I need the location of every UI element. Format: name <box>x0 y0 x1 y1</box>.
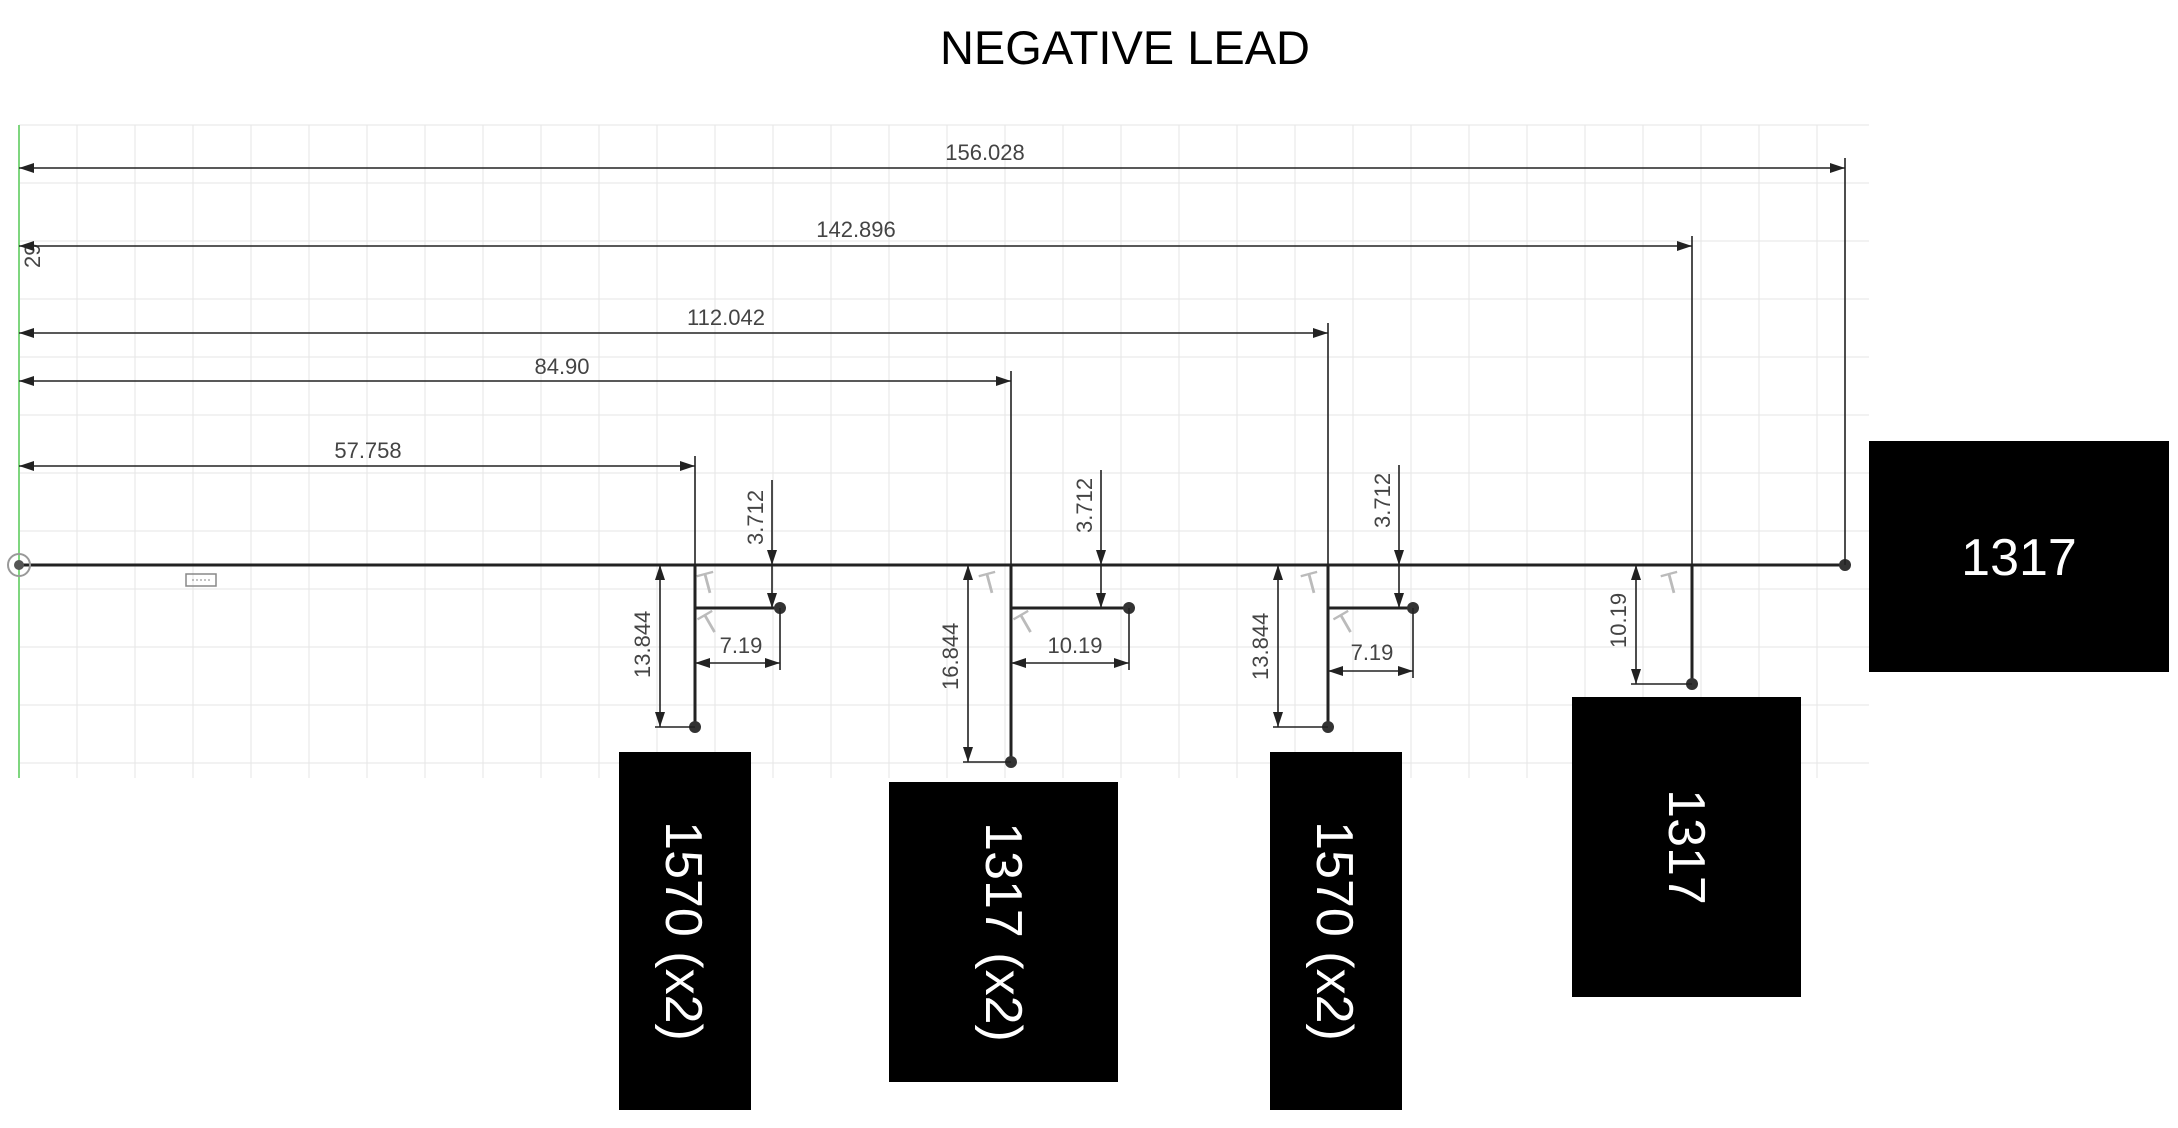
component-box-1317-end <box>1869 441 2169 672</box>
sketch-icon <box>185 573 217 587</box>
svg-text:T: T <box>976 565 1002 602</box>
origin-point <box>14 560 24 570</box>
dim-text-57: 57.758 <box>334 438 401 463</box>
dim-text-1019-a: 10.19 <box>1047 633 1102 658</box>
dim-text-719-a: 7.19 <box>720 633 763 658</box>
dim-text-156: 156.028 <box>945 140 1025 165</box>
component-label-1317-branch: 1317 <box>1657 789 1715 905</box>
dim-text-3712-a: 3.712 <box>743 490 768 545</box>
origin-marker <box>7 553 31 577</box>
branch-3: 3.712 13.844 7.19 T T <box>1248 465 1419 733</box>
component-box-1570-a <box>619 752 751 1110</box>
branch-1: 3.712 13.844 7.19 T T <box>630 480 786 733</box>
component-boxes: 1317 1570 (x2) 1317 (x2) 1570 (x2) 1317 <box>619 441 2169 1110</box>
dim-text-719-b: 7.19 <box>1351 640 1394 665</box>
overall-dimensions: 156.028 142.896 112.042 84.90 57.758 <box>19 140 1846 565</box>
component-label-1570-a: 1570 (x2) <box>654 821 712 1041</box>
dim-text-142: 142.896 <box>816 217 896 242</box>
dim-text-84: 84.90 <box>534 354 589 379</box>
dim-text-3712-c: 3.712 <box>1370 473 1395 528</box>
dim-text-13844-b: 13.844 <box>1248 613 1273 680</box>
dim-text-1019-b: 10.19 <box>1606 593 1631 648</box>
svg-text:T: T <box>1010 605 1042 643</box>
component-box-1570-b <box>1270 752 1402 1110</box>
grid <box>18 124 1869 778</box>
dim-text-16844: 16.844 <box>938 623 963 690</box>
dim-text-112: 112.042 <box>687 305 765 330</box>
dim-text-3712-b: 3.712 <box>1072 478 1097 533</box>
component-box-1317-branch <box>1572 697 1801 997</box>
page-title: NEGATIVE LEAD <box>939 21 1310 74</box>
component-label-1317-x2: 1317 (x2) <box>974 822 1032 1042</box>
svg-text:T: T <box>1298 565 1324 602</box>
branch-4: 10.19 T <box>1606 565 1698 690</box>
branch-2: 3.712 16.844 10.19 T T <box>938 470 1135 768</box>
svg-text:T: T <box>1658 565 1684 602</box>
component-label-1570-b: 1570 (x2) <box>1305 821 1363 1041</box>
component-label-1317-end: 1317 <box>1961 529 2077 587</box>
component-box-1317-x2 <box>889 782 1118 1082</box>
dim-text-13844-a: 13.844 <box>630 611 655 678</box>
svg-text:T: T <box>694 565 720 602</box>
svg-text:T: T <box>1330 605 1362 643</box>
